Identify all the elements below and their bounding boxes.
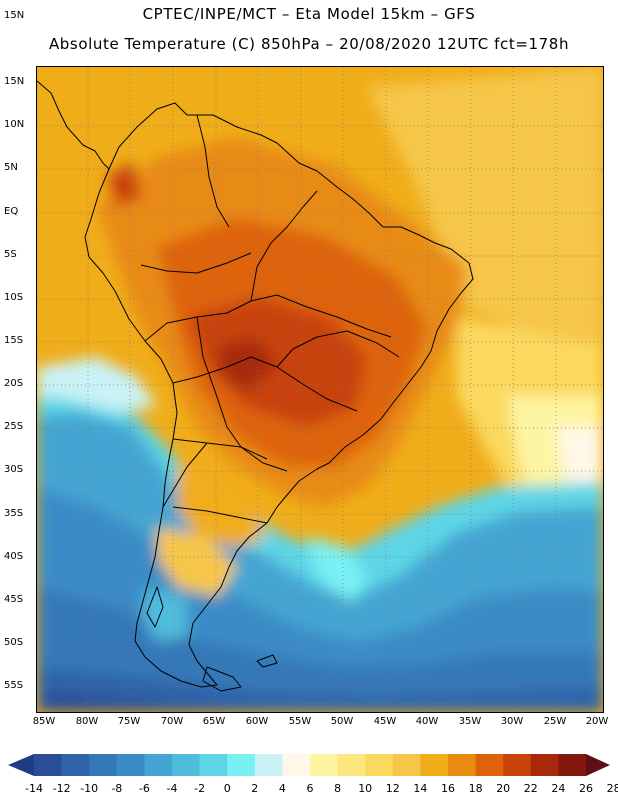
- colorbar-cell: [227, 754, 256, 776]
- lon-label: 30W: [500, 716, 524, 727]
- colorbar-label: 16: [441, 782, 455, 795]
- colorbar-cell: [282, 754, 311, 776]
- colorbar-cell: [172, 754, 201, 776]
- colorbar-cell: [558, 754, 587, 776]
- colorbar-high-arrow: [586, 754, 610, 776]
- colorbar-cell: [199, 754, 228, 776]
- lat-label: 20S: [4, 378, 24, 389]
- colorbar-label: 26: [579, 782, 593, 795]
- temperature-field: [37, 67, 603, 712]
- lon-label: 20W: [585, 716, 609, 727]
- temperature-map: [36, 66, 604, 713]
- colorbar-cell: [116, 754, 145, 776]
- lat-label: 25S: [4, 421, 24, 432]
- lon-label: 45W: [373, 716, 397, 727]
- lat-label: 5S: [4, 249, 17, 260]
- lon-label: 70W: [160, 716, 184, 727]
- colorbar-cell: [420, 754, 449, 776]
- colorbar-label: -8: [111, 782, 123, 795]
- lat-label: EQ: [4, 206, 19, 217]
- colorbar-cell: [144, 754, 173, 776]
- colorbar-low-arrow: [8, 754, 34, 776]
- lat-label: 15S: [4, 335, 24, 346]
- colorbar-label: 20: [496, 782, 511, 795]
- lon-label: 85W: [32, 716, 56, 727]
- lat-label: 30S: [4, 464, 24, 475]
- colorbar: [8, 754, 610, 776]
- colorbar-label: 24: [551, 782, 566, 795]
- lat-label: 40S: [4, 551, 24, 562]
- lon-label: 65W: [202, 716, 226, 727]
- colorbar-label: -6: [138, 782, 150, 795]
- colorbar-label: 18: [468, 782, 483, 795]
- colorbar-cell: [503, 754, 532, 776]
- colorbar-label: -12: [52, 782, 71, 795]
- colorbar-label: -14: [25, 782, 43, 795]
- lon-label: 25W: [543, 716, 567, 727]
- colorbar-label: 12: [385, 782, 400, 795]
- colorbar-cell: [254, 754, 283, 776]
- lat-label: 15N: [4, 76, 25, 87]
- lon-label: 35W: [458, 716, 482, 727]
- colorbar-cells: [34, 754, 587, 776]
- chart-title-line-2: Absolute Temperature (C) 850hPa – 20/08/…: [48, 35, 570, 53]
- colorbar-label: -2: [194, 782, 206, 795]
- colorbar-cell: [89, 754, 118, 776]
- colorbar-label: 22: [523, 782, 538, 795]
- colorbar-cell: [61, 754, 90, 776]
- colorbar-label: 4: [278, 782, 286, 795]
- colorbar-cell: [365, 754, 394, 776]
- lat-label: 55S: [4, 680, 24, 691]
- lon-label: 75W: [117, 716, 141, 727]
- coastlines: [37, 80, 474, 692]
- colorbar-cell: [530, 754, 559, 776]
- colorbar-cell: [475, 754, 504, 776]
- colorbar-label: 8: [334, 782, 342, 795]
- colorbar-label: 0: [223, 782, 231, 795]
- lon-label: 80W: [75, 716, 99, 727]
- lon-label: 60W: [245, 716, 269, 727]
- lat-label: 15N: [4, 10, 25, 21]
- colorbar-cell: [392, 754, 421, 776]
- colorbar-label: 6: [306, 782, 314, 795]
- colorbar-label: 14: [413, 782, 428, 795]
- colorbar-label: -4: [166, 782, 178, 795]
- colorbar-label: 28: [606, 782, 618, 795]
- lat-label: 10S: [4, 292, 24, 303]
- lat-label: 45S: [4, 594, 24, 605]
- temperature-map-svg: [37, 67, 603, 712]
- colorbar-cell: [337, 754, 366, 776]
- chart-title-line-1: CPTEC/INPE/MCT – Eta Model 15km – GFS: [142, 5, 476, 23]
- colorbar-cell: [310, 754, 339, 776]
- colorbar-label: 2: [251, 782, 259, 795]
- lat-label: 5N: [4, 162, 18, 173]
- colorbar-cell: [34, 754, 63, 776]
- lon-label: 40W: [415, 716, 439, 727]
- colorbar-cell: [448, 754, 477, 776]
- lat-label: 10N: [4, 119, 25, 130]
- lat-label: 50S: [4, 637, 24, 648]
- lat-label: 35S: [4, 508, 24, 519]
- colorbar-label: 10: [358, 782, 373, 795]
- lon-label: 55W: [288, 716, 312, 727]
- lon-label: 50W: [330, 716, 354, 727]
- colorbar-label: -10: [80, 782, 99, 795]
